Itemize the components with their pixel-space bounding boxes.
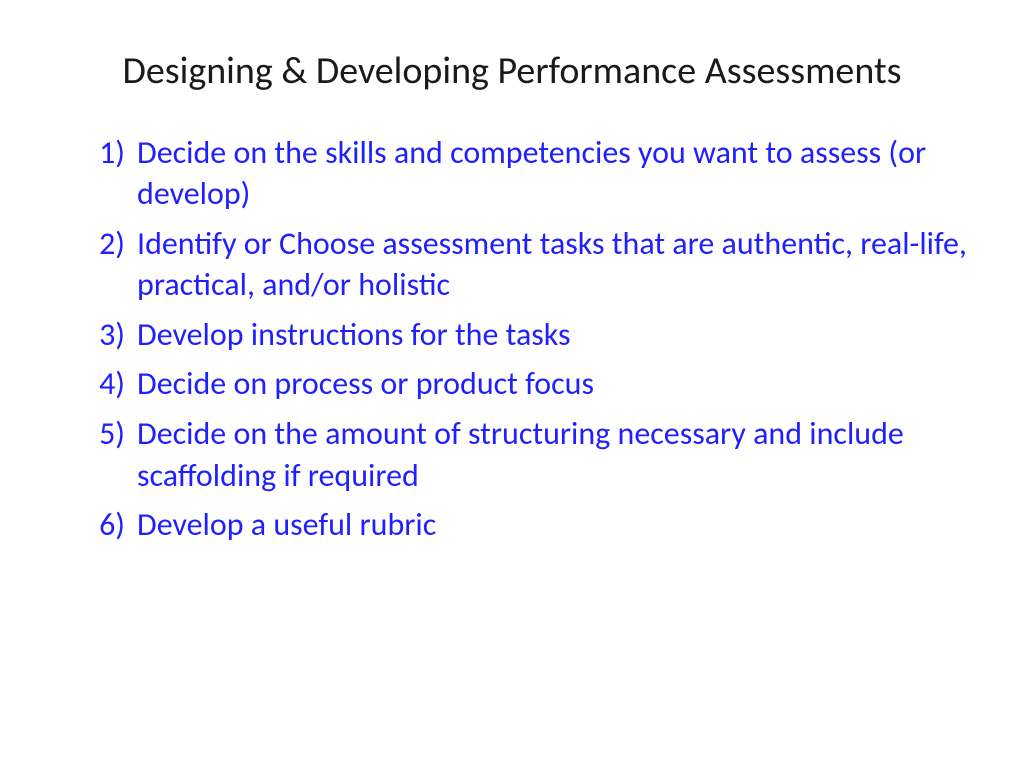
list-item: Identify or Choose assessment tasks that… [55,223,969,306]
list-item: Develop instructions for the tasks [55,314,969,356]
slide-container: Designing & Developing Performance Asses… [0,0,1024,768]
list-item: Decide on process or product focus [55,363,969,405]
list-item: Decide on the skills and competencies yo… [55,132,969,215]
numbered-list: Decide on the skills and competencies yo… [55,132,969,546]
list-item: Develop a useful rubric [55,504,969,546]
list-item: Decide on the amount of structuring nece… [55,413,969,496]
slide-title: Designing & Developing Performance Asses… [55,48,969,96]
